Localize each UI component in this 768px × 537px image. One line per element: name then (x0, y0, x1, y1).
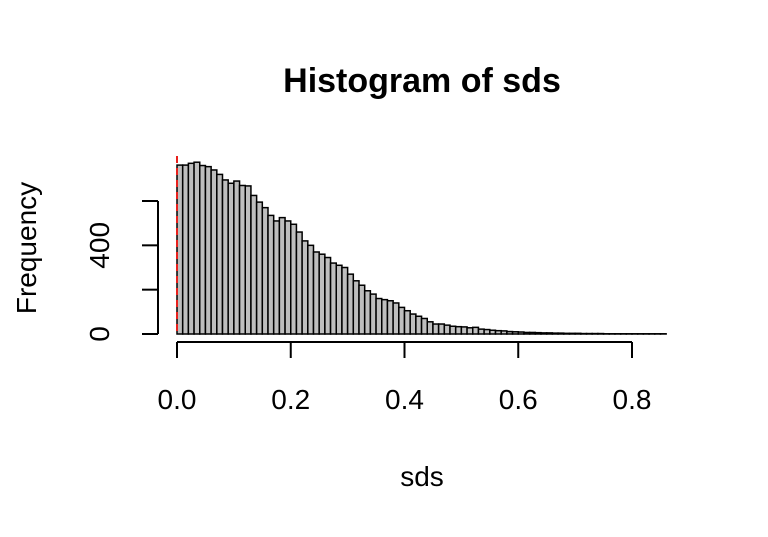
histogram-bar (210, 169, 218, 335)
histogram-bar (483, 328, 491, 335)
histogram-bar (267, 214, 275, 335)
y-axis-label: Frequency (11, 182, 42, 314)
histogram-bar (437, 323, 446, 335)
histogram-bar (557, 332, 565, 335)
histogram-bar (545, 332, 554, 335)
histogram-bar (278, 216, 286, 335)
histogram-bar (369, 293, 377, 335)
histogram-bar (534, 331, 542, 335)
histogram-bar (244, 185, 252, 335)
histogram-bar (363, 290, 372, 335)
histogram-bar (284, 220, 292, 335)
histogram-bar (386, 300, 394, 335)
histogram-bar (511, 331, 519, 335)
histogram-bar (392, 302, 400, 335)
histogram-bar (324, 256, 332, 335)
histogram-bar (403, 309, 411, 335)
histogram-bar (563, 332, 571, 335)
histogram-bar (307, 244, 315, 335)
histogram-bar (506, 330, 514, 335)
x-tick-label: 0.2 (271, 384, 310, 415)
histogram-bar (449, 325, 457, 335)
histogram-bar (261, 206, 269, 335)
histogram-bar (574, 332, 582, 335)
histogram-bar (489, 329, 497, 335)
histogram-bar (255, 201, 264, 335)
histogram-bar (290, 223, 298, 335)
histogram-bar (358, 284, 366, 335)
histogram-bar (238, 184, 246, 335)
histogram-bar (295, 231, 303, 335)
histogram-bar (409, 313, 417, 335)
histogram-bar (199, 164, 207, 335)
histogram-bar (398, 306, 406, 335)
histogram-bar (193, 161, 201, 335)
x-axis-label: sds (400, 461, 444, 492)
histogram-bar (523, 331, 531, 335)
histogram-bar (341, 266, 349, 335)
histogram-bar (568, 332, 576, 335)
y-tick-label: 0 (84, 326, 115, 342)
histogram-bar (466, 327, 474, 335)
histogram-bar (329, 262, 337, 335)
histogram-bar (181, 164, 190, 335)
chart-title: Histogram of sds (283, 62, 561, 100)
histogram-bar (233, 180, 241, 335)
x-tick-label: 0.4 (385, 384, 424, 415)
histogram-bar (443, 324, 451, 335)
histogram-bar (472, 326, 480, 335)
histogram-bar (551, 332, 559, 335)
x-tick-label: 0.6 (499, 384, 538, 415)
histogram-bar (477, 328, 485, 335)
histogram-bar (460, 326, 468, 335)
histogram-bar (176, 164, 184, 335)
histogram-bar (272, 220, 281, 335)
bars-group (176, 161, 667, 335)
histogram-bar (528, 331, 537, 335)
histogram-bar (187, 162, 195, 335)
histogram-bar (432, 323, 440, 335)
histogram-bar (204, 165, 212, 335)
histogram-bar (415, 315, 423, 335)
x-tick-label: 0.0 (158, 384, 197, 415)
histogram-bar (381, 298, 389, 335)
histogram-bar (216, 173, 224, 335)
histogram-bar (500, 330, 508, 335)
histogram-bar (426, 321, 434, 335)
histogram-bar (318, 253, 326, 335)
histogram-bar (420, 317, 428, 335)
histogram-bar (517, 331, 525, 335)
histogram-bar (540, 332, 548, 335)
y-tick-label: 400 (84, 222, 115, 269)
histogram-bar (221, 179, 229, 335)
histogram-bar (494, 329, 502, 335)
x-tick-label: 0.8 (613, 384, 652, 415)
y-axis: 0 400 (84, 200, 159, 342)
histogram-bar (312, 251, 320, 335)
x-axis: 0.0 0.2 0.4 0.6 0.8 (158, 341, 652, 415)
histogram-bar (454, 325, 463, 335)
histogram-bar (301, 240, 309, 335)
histogram-bar (335, 264, 343, 335)
histogram-bar (227, 182, 235, 335)
histogram-bar (352, 280, 360, 335)
histogram-bar (375, 297, 383, 335)
histogram-bar (346, 273, 355, 335)
histogram-bar (250, 194, 258, 335)
